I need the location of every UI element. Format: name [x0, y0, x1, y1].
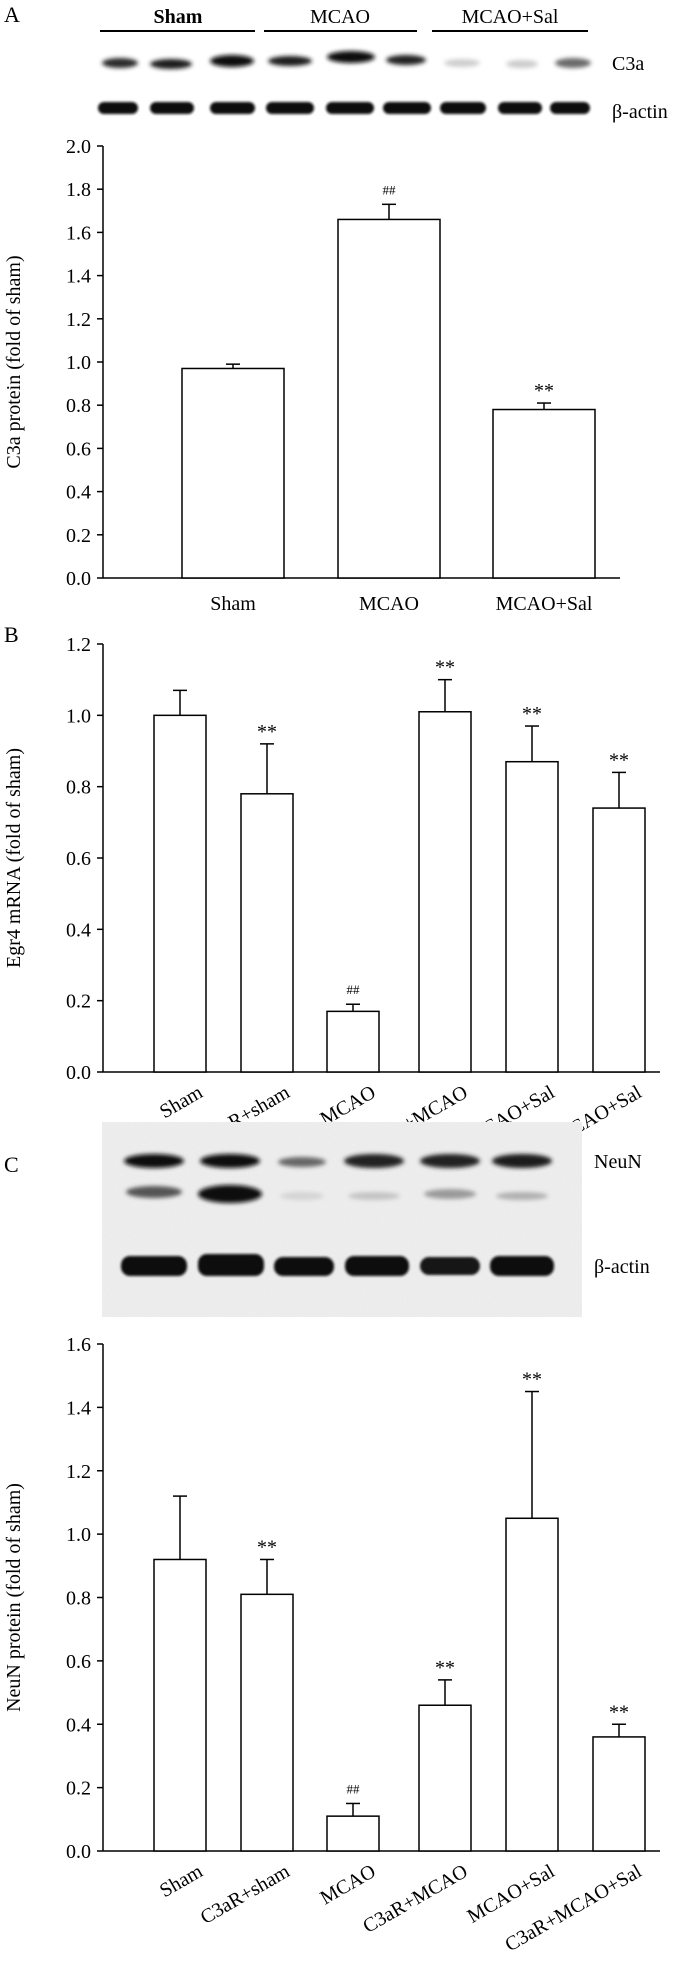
bar-sham — [181, 367, 285, 579]
bar-mcao-sal — [492, 408, 596, 579]
bar-mcao-sal — [505, 1517, 559, 1852]
bar-c3ar-mcao — [418, 1704, 472, 1852]
panel-letter-b: B — [4, 622, 19, 647]
y-axis-label: C3a protein (fold of sham) — [3, 255, 25, 468]
bar-mcao — [326, 1815, 380, 1852]
y-tick-label: 0.0 — [66, 1062, 91, 1084]
significance-mark-c3ar-mcao-sal: ** — [609, 1701, 629, 1723]
bar-mcao — [326, 1010, 380, 1073]
blot-group-label-mcao-sal: MCAO+Sal — [462, 6, 559, 28]
y-tick-label: 0.6 — [66, 848, 91, 870]
y-axis-label: Egr4 mRNA (fold of sham) — [3, 748, 25, 968]
y-tick-label: 0.6 — [66, 1651, 91, 1673]
significance-mark-mcao: ## — [383, 182, 397, 197]
western-blot-c: NeuN β-actin — [102, 1122, 650, 1317]
bar-c3ar-mcao-sal — [592, 1736, 646, 1852]
y-tick-label: 0.8 — [66, 777, 91, 799]
y-axis-label: NeuN protein (fold of sham) — [3, 1483, 25, 1712]
y-tick-label: 1.2 — [66, 309, 91, 331]
significance-mark-c3ar-mcao: ** — [435, 1657, 455, 1679]
y-tick-label: 0.0 — [66, 1841, 91, 1863]
blot-group-label-sham: Sham — [154, 6, 203, 28]
y-tick-label: 1.2 — [66, 1461, 91, 1483]
y-tick-label: 0.0 — [66, 568, 91, 590]
x-category-label-sham: Sham — [210, 593, 256, 615]
x-category-label-mcao: MCAO — [317, 1860, 380, 1909]
blot-bands-neun — [124, 1154, 552, 1203]
y-tick-label: 0.8 — [66, 395, 91, 417]
y-tick-label: 2.0 — [66, 136, 91, 158]
bar-c3ar-mcao — [418, 711, 472, 1073]
bar-c3ar-sham — [240, 1593, 294, 1852]
bar-chart-a: 0.0 0.2 0.4 0.6 0.8 1.0 1.2 1.4 1.6 1.8 2.0 C3a pro… — [3, 136, 620, 615]
bar-mcao — [337, 218, 441, 579]
bar-c3ar-sham — [240, 793, 294, 1073]
significance-mark-mcao-sal: ** — [522, 703, 542, 725]
blot-group-label-mcao: MCAO — [310, 6, 370, 28]
y-tick-label: 1.2 — [66, 634, 91, 656]
blot-bands-beta-actin-c — [121, 1254, 554, 1276]
y-tick-label: 1.6 — [66, 1334, 91, 1356]
significance-mark-mcao: ## — [347, 1781, 361, 1796]
y-tick-label: 1.0 — [66, 352, 91, 374]
y-tick-label: 1.4 — [66, 266, 91, 288]
significance-mark-c3ar-mcao-sal: ** — [609, 749, 629, 771]
y-tick-label: 1.8 — [66, 179, 91, 201]
significance-mark-c3ar-sham: ** — [257, 1536, 277, 1558]
x-category-label-c3ar-sham: C3aR+sham — [197, 1860, 294, 1929]
y-tick-label: 0.2 — [66, 525, 91, 547]
bar-c3ar-mcao-sal — [592, 807, 646, 1073]
y-tick-label: 1.4 — [66, 1397, 91, 1419]
bar-sham — [153, 714, 207, 1073]
significance-mark-c3ar-mcao: ** — [435, 657, 455, 679]
y-tick-label: 0.2 — [66, 991, 91, 1013]
bar-chart-c: 0.0 0.2 0.4 0.6 0.8 1.0 1.2 1.4 1.6 NeuN protein … — [3, 1334, 660, 1956]
y-tick-label: 0.2 — [66, 1778, 91, 1800]
blot-band-label-beta-actin-a: β-actin — [612, 101, 668, 123]
panel-letter-c: C — [4, 1152, 19, 1177]
blot-band-label-c3a: C3a — [612, 53, 644, 75]
y-tick-label: 0.6 — [66, 438, 91, 460]
y-tick-label: 1.0 — [66, 705, 91, 727]
bar-chart-b: 0.0 0.2 0.4 0.6 0.8 1.0 1.2 Egr4 mRNA (fold of … — [3, 634, 660, 1177]
y-tick-label: 0.4 — [66, 1714, 91, 1736]
western-blot-a: Sham MCAO MCAO+Sal C3a β-a — [98, 6, 668, 123]
y-tick-label: 0.4 — [66, 919, 91, 941]
blot-band-label-neun: NeuN — [594, 1151, 642, 1173]
y-tick-label: 0.4 — [66, 482, 91, 504]
blot-bands-c3a — [102, 51, 591, 69]
x-category-label-mcao: MCAO — [359, 593, 419, 615]
y-tick-label: 0.8 — [66, 1588, 91, 1610]
bar-mcao-sal — [505, 760, 559, 1073]
x-category-label-sham: Sham — [156, 1860, 207, 1902]
significance-mark-c3ar-sham: ** — [257, 721, 277, 743]
blot-bands-beta-actin-a — [98, 102, 590, 114]
x-category-label-mcao-sal: MCAO+Sal — [496, 593, 593, 615]
y-tick-label: 1.0 — [66, 1524, 91, 1546]
blot-band-label-beta-actin-c: β-actin — [594, 1256, 650, 1278]
significance-mark-mcao-sal: ** — [534, 380, 554, 402]
y-tick-label: 1.6 — [66, 222, 91, 244]
bar-sham — [153, 1558, 207, 1852]
x-category-label-sham: Sham — [156, 1081, 207, 1123]
x-category-label-c3ar-mcao: C3aR+MCAO — [359, 1860, 471, 1937]
significance-mark-mcao-sal: ** — [522, 1369, 542, 1391]
significance-mark-mcao: ## — [347, 982, 361, 997]
panel-letter-a: A — [4, 2, 20, 27]
